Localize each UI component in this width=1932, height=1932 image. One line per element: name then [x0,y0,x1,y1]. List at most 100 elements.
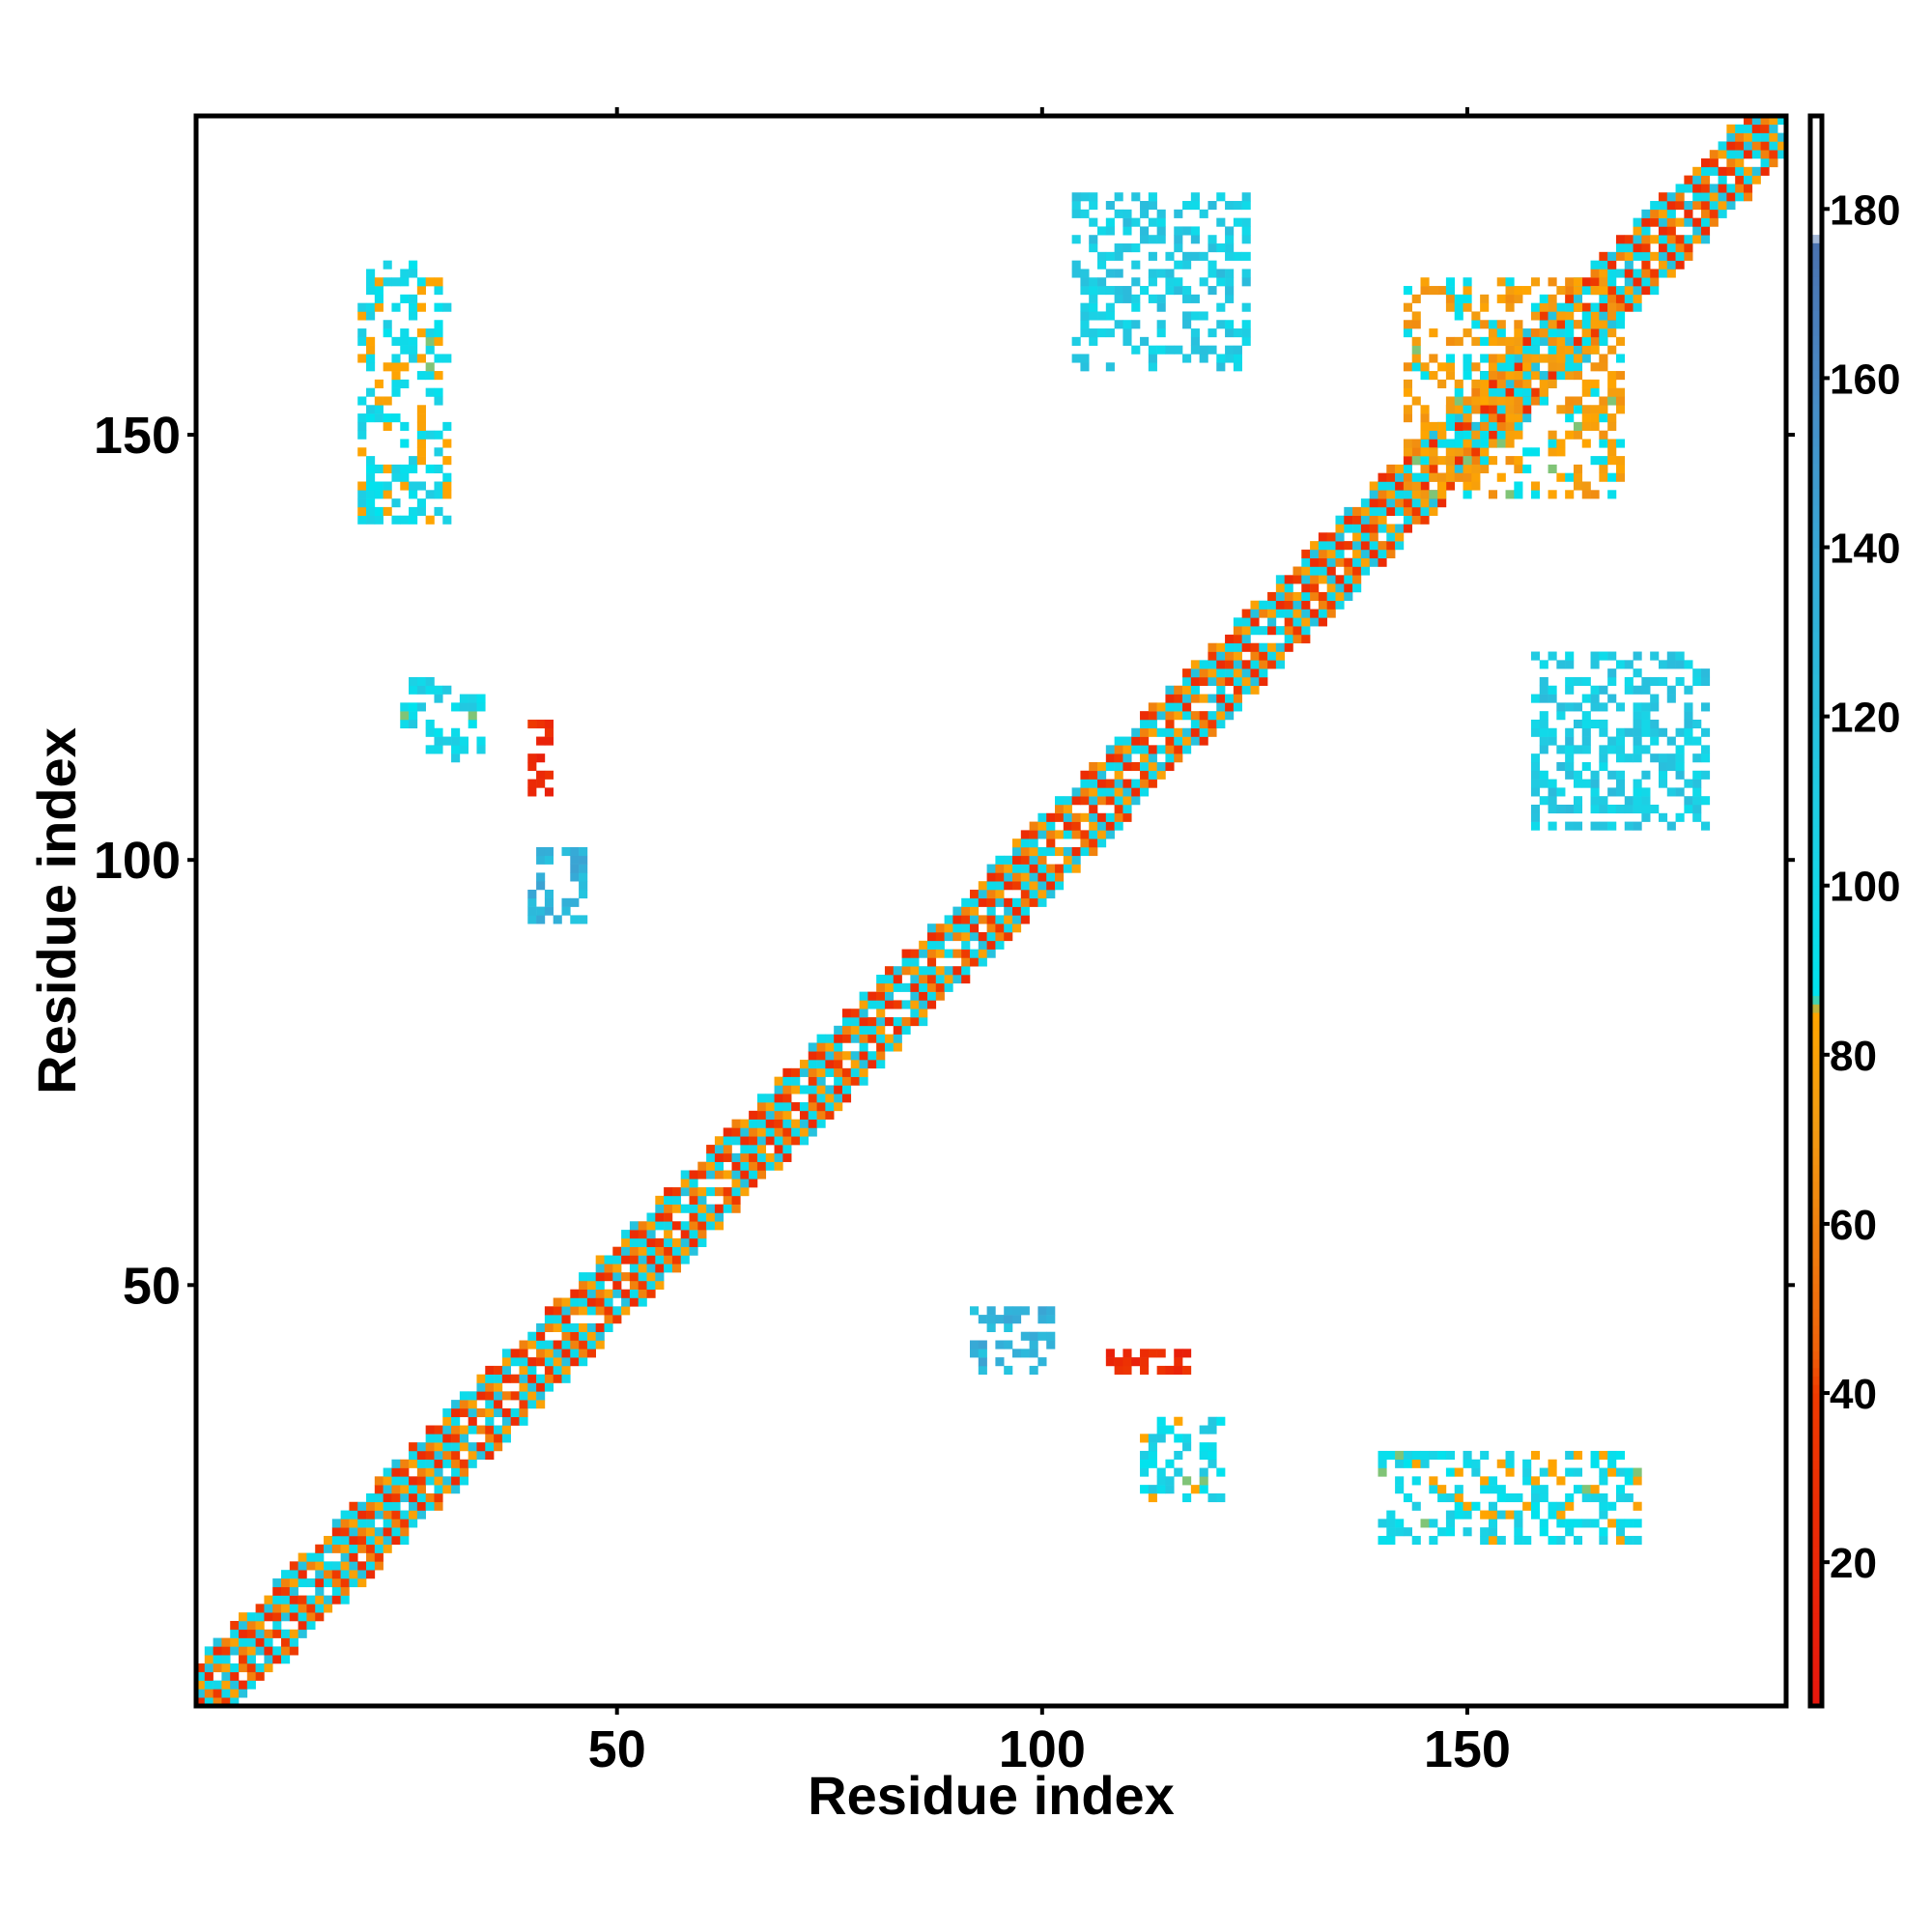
heatmap-cell [196,1662,206,1673]
heatmap-cell [1208,719,1217,729]
heatmap-cell [1692,235,1702,244]
heatmap-cell [1403,302,1412,312]
heatmap-cell [1599,362,1608,372]
heatmap-cell [1233,660,1242,669]
heatmap-cell [1573,719,1583,729]
heatmap-cell [1378,524,1387,533]
heatmap-cell [646,1264,656,1273]
heatmap-cell [1140,1459,1150,1468]
heatmap-cell [1411,320,1421,329]
heatmap-cell [1020,1349,1030,1358]
colorbar-segment [1810,1299,1822,1309]
colorbar-segment [1810,1477,1822,1487]
heatmap-cell [374,1527,384,1537]
heatmap-cell [1386,1510,1396,1520]
heatmap-cell [1089,761,1098,772]
heatmap-cell [544,1315,554,1324]
heatmap-cell [986,897,996,907]
heatmap-cell [1675,243,1685,253]
heatmap-cell [995,855,1005,865]
heatmap-cell [893,1017,902,1027]
heatmap-cell [774,1076,783,1086]
heatmap-cell [1480,1527,1490,1537]
heatmap-cell [409,1501,418,1511]
heatmap-cell [586,1306,596,1316]
heatmap-cell [1505,1510,1515,1520]
heatmap-cell [1420,472,1430,482]
heatmap-cell [1089,846,1098,857]
colorbar-segment [1810,724,1822,734]
heatmap-cell [1590,787,1600,797]
heatmap-cell [1684,209,1693,218]
heatmap-cell [434,1459,443,1468]
heatmap-cell [1692,184,1702,193]
heatmap-cell [1607,294,1617,303]
heatmap-cell [1156,711,1166,721]
heatmap-cell [1454,439,1463,448]
heatmap-cell [1097,260,1107,270]
heatmap-cell [1522,1476,1532,1486]
heatmap-cell [391,1501,401,1511]
heatmap-cell [315,1612,325,1622]
heatmap-cell [536,719,546,729]
colorbar-segment [1810,1325,1822,1335]
heatmap-cell [1581,779,1591,788]
heatmap-cell [731,1161,741,1171]
heatmap-cell [519,1400,528,1409]
heatmap-cell [978,1340,987,1350]
heatmap-cell [995,915,1005,924]
heatmap-cell [1514,405,1523,414]
heatmap-cell [1165,251,1175,261]
colorbar-frame [1807,113,1825,1709]
heatmap-cell [468,702,477,712]
heatmap-cell [416,447,426,457]
heatmap-cell [527,1382,537,1392]
heatmap-cell [570,1349,580,1358]
heatmap-cell [561,1349,571,1358]
colorbar-segment [1810,259,1822,270]
heatmap-cell [995,897,1005,907]
heatmap-cell [366,286,376,296]
heatmap-cell [595,1272,605,1282]
heatmap-cell [579,1272,588,1282]
heatmap-cell [876,975,886,984]
heatmap-cell [638,1246,647,1256]
heatmap-cell [459,1442,469,1452]
heatmap-cell [1199,1450,1208,1461]
heatmap-cell [434,464,443,473]
heatmap-cell [289,1637,298,1647]
colorbar-segment [1810,961,1822,971]
heatmap-cell [834,1085,843,1094]
heatmap-cell [1352,532,1362,542]
heatmap-cell [1607,439,1617,448]
heatmap-cell [298,1577,307,1588]
heatmap-cell [1046,872,1056,882]
heatmap-cell [1692,779,1702,788]
heatmap-cell [1148,1442,1157,1452]
heatmap-cell [1140,736,1150,746]
heatmap-cell [808,1076,817,1086]
heatmap-cell [714,1221,724,1231]
heatmap-cell [1658,235,1668,244]
heatmap-cell [1565,472,1575,482]
heatmap-cell [324,1544,333,1553]
heatmap-cell [1658,269,1668,278]
heatmap-cell [1599,260,1608,270]
heatmap-cell [1250,642,1260,652]
heatmap-cell [1335,583,1345,593]
heatmap-cell [1471,405,1481,414]
heatmap-cell [586,1297,596,1307]
heatmap-cell [1156,320,1166,329]
heatmap-cell [1641,251,1651,261]
heatmap-cell [340,1519,350,1528]
heatmap-cell [1105,286,1115,296]
heatmap-cell [1097,779,1107,788]
heatmap-cell [1114,320,1123,329]
heatmap-cell [604,1306,613,1316]
heatmap-cell [501,1365,511,1376]
heatmap-cell [1454,336,1463,346]
heatmap-cell [1573,294,1583,303]
heatmap-cell [324,1561,333,1571]
heatmap-cell [1556,1535,1566,1546]
heatmap-cell [859,1000,868,1009]
